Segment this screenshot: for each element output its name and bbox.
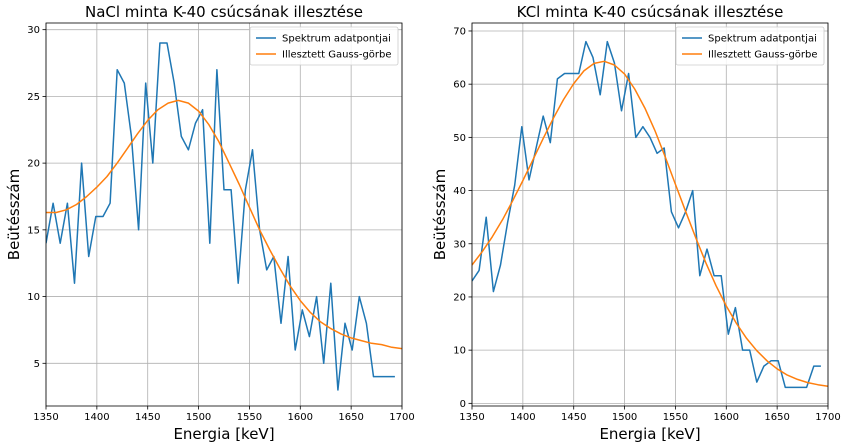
kcl-gauss-fit-line [472,60,828,388]
nacl-legend: Spektrum adatpontjai Illesztett Gauss-gör… [249,26,399,66]
kcl-ytick-label: 60 [453,80,466,91]
kcl-xtick-label: 1350 [459,412,484,423]
kcl-chart-panel: 1350 1400 1450 1500 1550 1600 1650 1700 0 10 20 30 4… [431,3,841,443]
nacl-xtick-label: 1600 [288,412,313,423]
kcl-legend: Spektrum adatpontjai Illesztett Gauss-gör… [675,26,825,66]
kcl-xtick-label: 1450 [561,412,586,423]
nacl-chart-title: NaCl minta K-40 csúcsának illesztése [85,3,363,21]
nacl-ytick-label: 10 [27,292,40,303]
nacl-ytick-label: 20 [27,159,40,170]
kcl-xtick-label: 1650 [764,412,789,423]
kcl-ytick-label: 20 [453,292,466,303]
nacl-ytick-label: 15 [27,225,40,236]
kcl-legend-label-gauss-fit-line: Illesztett Gauss-görbe [708,50,818,61]
kcl-xtick-label: 1500 [612,412,637,423]
kcl-ytick-label: 40 [453,186,466,197]
kcl-xtick-label: 1550 [663,412,688,423]
kcl-y-axis-label: Beütésszám [431,169,449,260]
nacl-ytick-label: 30 [27,25,40,36]
nacl-y-axis-label: Beütésszám [5,169,23,260]
kcl-legend-box [675,26,825,66]
nacl-legend-box [249,26,399,66]
nacl-plot-frame [45,22,403,407]
nacl-ytick-label: 25 [27,92,40,103]
kcl-legend-label-spectrum-line: Spektrum adatpontjai [708,34,817,45]
nacl-xtick-label: 1650 [338,412,363,423]
nacl-legend-label-spectrum-line: Spektrum adatpontjai [282,34,391,45]
nacl-xtick-label: 1700 [389,412,414,423]
kcl-ytick-label: 30 [453,239,466,250]
kcl-xtick-label: 1700 [815,412,840,423]
kcl-chart-title: KCl minta K-40 csúcsának illesztése [517,3,784,21]
kcl-ytick-label: 10 [453,346,466,357]
kcl-plot-frame [471,22,829,407]
nacl-x-axis-label: Energia [keV] [173,425,274,443]
nacl-gauss-fit-line [46,99,402,350]
nacl-xtick-label: 1500 [186,412,211,423]
nacl-xtick-label: 1450 [135,412,160,423]
kcl-xtick-label: 1400 [510,412,535,423]
nacl-chart-panel: 1350 1400 1450 1500 1550 1600 1650 1700 5 10 15 20 2… [5,3,415,443]
kcl-ytick-label: 50 [453,133,466,144]
nacl-xtick-label: 1400 [84,412,109,423]
kcl-ytick-label: 70 [453,26,466,37]
nacl-ytick-label: 5 [34,359,40,370]
nacl-xtick-label: 1350 [33,412,58,423]
nacl-legend-label-gauss-fit-line: Illesztett Gauss-görbe [282,50,392,61]
kcl-ytick-label: 0 [460,399,466,410]
kcl-x-axis-label: Energia [keV] [599,425,700,443]
nacl-xtick-label: 1550 [237,412,262,423]
kcl-spectrum-line [472,40,821,389]
kcl-xtick-label: 1600 [714,412,739,423]
nacl-spectrum-line [46,42,395,391]
